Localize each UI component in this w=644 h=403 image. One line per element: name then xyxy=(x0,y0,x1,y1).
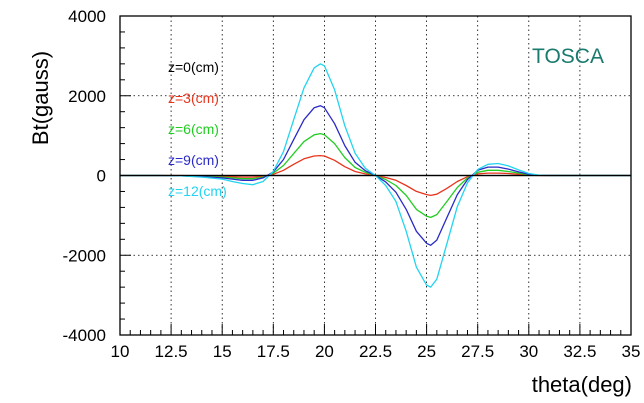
legend: z=0(cm) z=3(cm) z=6(cm) z=9(cm) z=12(cm) xyxy=(168,59,227,199)
x-tick-label: 12.5 xyxy=(155,342,188,361)
x-tick-label: 15 xyxy=(213,342,232,361)
y-tick-label: -4000 xyxy=(63,326,106,345)
x-tick-label: 27.5 xyxy=(461,342,494,361)
tosca-annotation: TOSCA xyxy=(532,45,604,68)
y-tick-label: 0 xyxy=(97,167,106,186)
x-tick-label: 30 xyxy=(519,342,538,361)
x-tick-label: 32.5 xyxy=(563,342,596,361)
legend-entry: z=3(cm) xyxy=(168,90,219,106)
x-tick-labels: 10 12.5 15 17.5 20 22.5 25 27.5 30 32.5 35 xyxy=(111,342,641,361)
y-tick-labels: -4000 -2000 0 2000 4000 xyxy=(63,7,106,345)
legend-entry: z=0(cm) xyxy=(168,59,219,75)
x-tick-label: 25 xyxy=(417,342,436,361)
y-tick-label: 2000 xyxy=(68,87,106,106)
x-tick-label: 35 xyxy=(622,342,641,361)
x-tick-label: 17.5 xyxy=(257,342,290,361)
x-tick-label: 10 xyxy=(111,342,130,361)
y-tick-label: 4000 xyxy=(68,7,106,26)
axis-ticks xyxy=(119,15,632,336)
legend-entry: z=12(cm) xyxy=(168,183,227,199)
x-tick-label: 20 xyxy=(315,342,334,361)
x-axis-title: theta(deg) xyxy=(532,372,632,397)
x-tick-label: 22.5 xyxy=(359,342,392,361)
legend-entry: z=9(cm) xyxy=(168,152,219,168)
legend-entry: z=6(cm) xyxy=(168,121,219,137)
y-axis-title: Bt(gauss) xyxy=(28,51,53,145)
y-tick-label: -2000 xyxy=(63,246,106,265)
grid-lines xyxy=(120,16,631,335)
series-group xyxy=(120,63,631,288)
